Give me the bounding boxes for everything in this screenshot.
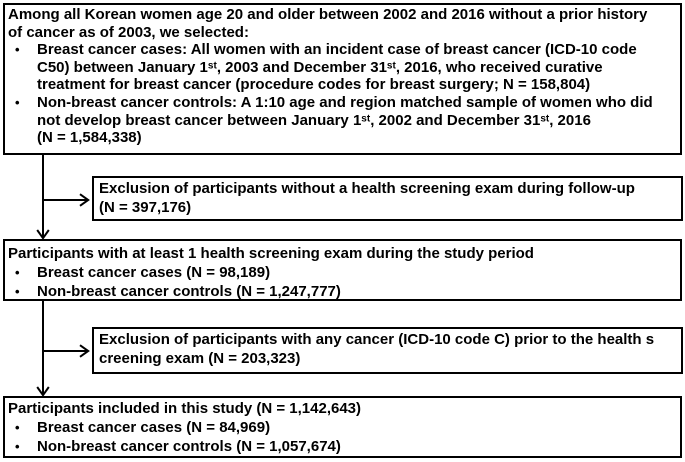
arrow-branch-2-head	[79, 344, 90, 358]
controls-definition-line2-mid: , 2002 and December 31	[370, 111, 541, 129]
cases-definition-line2-post: , 2016, who received curative	[395, 58, 603, 76]
text-line: Among all Korean women age 20 and older …	[8, 6, 678, 24]
text-line: (N = 1,584,338)	[8, 129, 678, 147]
controls-definition-line2-post: , 2016	[549, 111, 591, 129]
cases-definition-line2-mid: , 2003 and December 31	[216, 58, 387, 76]
text-line: Exclusion of participants with any cance…	[99, 330, 679, 349]
final-cases-n: Breast cancer cases (N = 84,969)	[37, 419, 271, 436]
final-line1: Participants included in this study (N =…	[8, 400, 362, 417]
exclusion2-line1: Exclusion of participants with any cance…	[99, 331, 655, 348]
exclusion1-line1: Exclusion of participants without a heal…	[99, 180, 635, 197]
text-line: not develop breast cancer between Januar…	[8, 112, 678, 130]
exclusion2-line2: creening exam (N = 203,323)	[99, 350, 301, 367]
text-line: Participants with at least 1 health scre…	[8, 244, 678, 263]
text-line: Exclusion of participants without a heal…	[99, 179, 679, 198]
ordinal-superscript: st	[361, 113, 371, 125]
ordinal-superscript: st	[207, 60, 217, 72]
cases-definition-line1: Breast cancer cases: All women with an i…	[37, 41, 637, 59]
bullet-line-cases: • Breast cancer cases (N = 84,969)	[8, 418, 678, 437]
text-line: treatment for breast cancer (procedure c…	[8, 76, 678, 94]
bullet-marker: •	[15, 94, 20, 110]
cases-definition-line3: treatment for breast cancer (procedure c…	[37, 76, 591, 94]
bullet-line-cases: • Breast cancer cases (N = 98,189)	[8, 263, 678, 282]
final-controls-n: Non-breast cancer controls (N = 1,057,67…	[37, 438, 341, 455]
arrow-branch-1-head	[79, 193, 90, 207]
screened-cases-n: Breast cancer cases (N = 98,189)	[37, 264, 271, 281]
screened-line1: Participants with at least 1 health scre…	[8, 245, 534, 262]
text-line: creening exam (N = 203,323)	[99, 349, 679, 368]
arrow-down-2-head	[36, 386, 50, 397]
ordinal-superscript: st	[540, 113, 550, 125]
controls-definition-line2: not develop breast cancer between Januar…	[37, 111, 362, 129]
bullet-marker: •	[15, 265, 20, 280]
bullet-marker: •	[15, 439, 20, 454]
arrow-down-1-head	[36, 229, 50, 240]
bullet-marker: •	[15, 284, 20, 299]
text-line: of cancer as of 2003, we selected:	[8, 24, 678, 42]
bullet-line-controls: • Non-breast cancer controls: A 1:10 age …	[8, 94, 678, 112]
bullet-line-controls: • Non-breast cancer controls (N = 1,057,6…	[8, 437, 678, 456]
box-exclusion-prior-cancer: Exclusion of participants with any cance…	[92, 327, 683, 374]
controls-definition-line1: Non-breast cancer controls: A 1:10 age a…	[37, 93, 653, 111]
source-line1: Among all Korean women age 20 and older …	[8, 6, 648, 23]
source-line2: of cancer as of 2003, we selected:	[8, 23, 249, 41]
text-line: C50) between January 1st, 2003 and Decem…	[8, 59, 678, 77]
box-final-study-population: Participants included in this study (N =…	[3, 396, 682, 458]
text-line: Participants included in this study (N =…	[8, 399, 678, 418]
ordinal-superscript: st	[386, 60, 396, 72]
bullet-marker: •	[15, 420, 20, 435]
exclusion1-n: (N = 397,176)	[99, 199, 192, 216]
box-source-population: Among all Korean women age 20 and older …	[3, 3, 682, 155]
bullet-line-cases: • Breast cancer cases: All women with an …	[8, 41, 678, 59]
box-exclusion-no-screening: Exclusion of participants without a heal…	[92, 176, 683, 221]
cases-definition-line2: C50) between January 1	[37, 58, 208, 76]
screened-controls-n: Non-breast cancer controls (N = 1,247,77…	[37, 283, 341, 300]
controls-total-n: (N = 1,584,338)	[37, 129, 142, 147]
text-line: (N = 397,176)	[99, 198, 679, 217]
bullet-line-controls: • Non-breast cancer controls (N = 1,247,7…	[8, 282, 678, 301]
box-screened-participants: Participants with at least 1 health scre…	[3, 239, 682, 301]
bullet-marker: •	[15, 42, 20, 58]
